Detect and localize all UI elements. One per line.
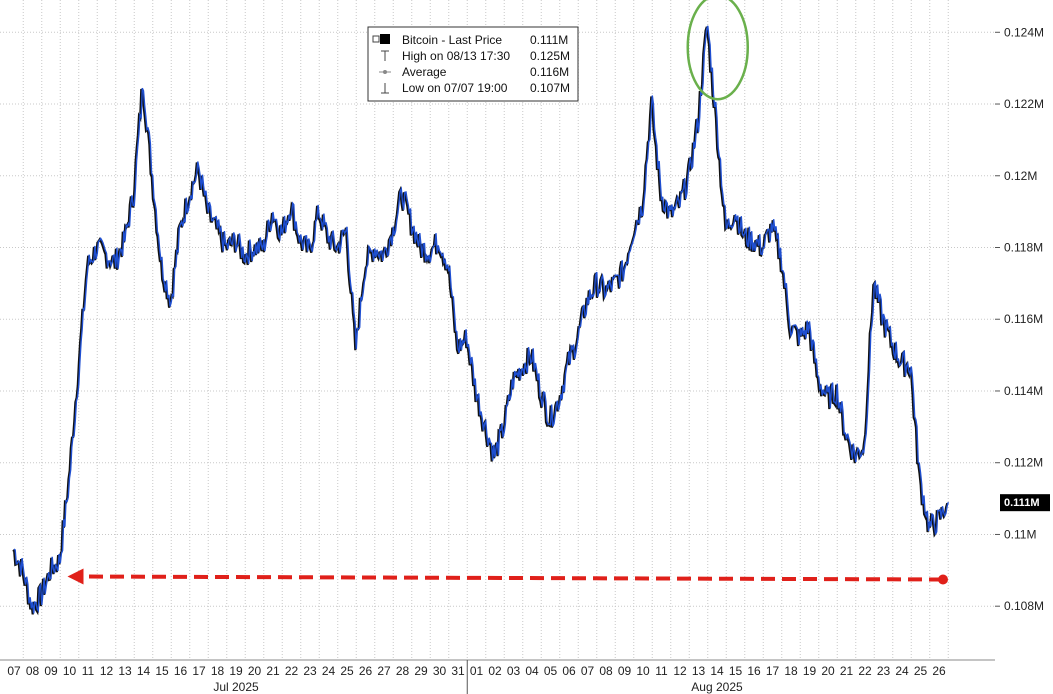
month-label: Jul 2025 <box>213 680 259 694</box>
legend-entry-value: 0.111M <box>530 33 568 47</box>
low-marker-icon <box>381 83 389 94</box>
legend: Bitcoin - Last Price 0.111M High on 08/13 … <box>367 26 579 102</box>
high-marker-icon <box>381 50 389 61</box>
x-tick-label: 27 <box>377 664 391 678</box>
x-tick-label: 23 <box>303 664 317 678</box>
x-tick-label: 12 <box>100 664 114 678</box>
x-tick-label: 16 <box>747 664 761 678</box>
x-tick-label: 29 <box>414 664 428 678</box>
x-tick-label: 06 <box>562 664 576 678</box>
x-tick-label: 08 <box>599 664 613 678</box>
last-price-box <box>1000 494 1050 512</box>
x-tick-label: 13 <box>692 664 706 678</box>
y-tick-label: 0.12M <box>1004 169 1037 183</box>
x-tick-label: 20 <box>248 664 262 678</box>
x-tick-label: 07 <box>581 664 595 678</box>
x-tick-label: 09 <box>44 664 58 678</box>
x-tick-label: 22 <box>285 664 299 678</box>
legend-entry-value: 0.116M <box>530 65 569 79</box>
legend-entry-label: Average <box>402 65 447 79</box>
x-tick-label: 10 <box>636 664 650 678</box>
legend-entry-value: 0.107M <box>530 81 570 95</box>
x-tick-label: 26 <box>932 664 946 678</box>
x-tick-label: 13 <box>118 664 132 678</box>
small-box-icon <box>372 35 380 43</box>
last-price-label: 0.111M <box>1004 497 1039 509</box>
x-tick-label: 15 <box>729 664 743 678</box>
y-tick-label: 0.118M <box>1004 241 1043 255</box>
x-tick-label: 09 <box>618 664 632 678</box>
x-tick-label: 31 <box>451 664 465 678</box>
y-tick-label: 0.112M <box>1004 456 1043 470</box>
price-line-bitcoin <box>13 25 949 614</box>
y-tick-label: 0.122M <box>1004 97 1044 111</box>
x-tick-label: 14 <box>710 664 724 678</box>
support-arrow-head <box>67 568 84 585</box>
x-tick-label: 17 <box>192 664 206 678</box>
y-tick-label: 0.114M <box>1004 384 1043 398</box>
support-arrow-line <box>81 574 944 582</box>
x-tick-label: 26 <box>359 664 373 678</box>
x-tick-label: 25 <box>340 664 354 678</box>
legend-entry-label: Bitcoin - Last Price <box>402 33 502 47</box>
x-tick-label: 19 <box>229 664 243 678</box>
x-tick-label: 03 <box>507 664 521 678</box>
x-tick-label: 28 <box>396 664 410 678</box>
legend-box <box>367 26 579 102</box>
x-tick-label: 23 <box>877 664 891 678</box>
x-tick-label: 21 <box>840 664 854 678</box>
square-icon <box>380 34 390 44</box>
y-tick-label: 0.108M <box>1004 599 1044 613</box>
legend-entry-value: 0.125M <box>530 49 570 63</box>
x-tick-label: 12 <box>673 664 687 678</box>
annotations <box>67 0 948 585</box>
peak-highlight-circle <box>686 0 749 101</box>
x-tick-label: 15 <box>155 664 169 678</box>
x-tick-label: 05 <box>544 664 558 678</box>
x-tick-label: 14 <box>137 664 151 678</box>
y-tick-label: 0.124M <box>1004 25 1044 39</box>
legend-entry-label: High on 08/13 17:30 <box>402 49 510 63</box>
x-tick-label: 18 <box>784 664 798 678</box>
x-tick-label: 08 <box>26 664 40 678</box>
x-tick-label: 16 <box>174 664 188 678</box>
support-arrow-dot <box>938 574 948 585</box>
x-tick-label: 25 <box>914 664 928 678</box>
x-tick-label: 22 <box>858 664 872 678</box>
x-tick-label: 19 <box>803 664 817 678</box>
y-axis: 0.108M 0.11M 0.112M 0.114M 0.116M 0.118M 0.12M… <box>995 25 1050 613</box>
x-tick-label: 21 <box>266 664 280 678</box>
x-tick-label: 11 <box>82 664 95 678</box>
x-tick-label: 20 <box>821 664 835 678</box>
x-tick-label: 30 <box>433 664 447 678</box>
x-tick-label: 04 <box>525 664 539 678</box>
month-label: Aug 2025 <box>691 680 743 694</box>
x-tick-label: 24 <box>895 664 909 678</box>
x-tick-label: 11 <box>655 664 668 678</box>
x-tick-label: 02 <box>488 664 502 678</box>
x-tick-label: 01 <box>470 664 484 678</box>
x-tick-label: 10 <box>63 664 77 678</box>
x-tick-label: 24 <box>322 664 336 678</box>
y-tick-label: 0.11M <box>1004 527 1036 541</box>
x-tick-label: 07 <box>7 664 21 678</box>
legend-entry-label: Low on 07/07 19:00 <box>402 81 508 95</box>
x-axis: 07 08 09 10 11 12 13 14 15 16 17 18 19 20 21 22 23 24 25 26… <box>0 659 995 694</box>
average-dot-icon <box>383 70 387 74</box>
plot-area <box>12 25 949 616</box>
x-tick-label: 17 <box>766 664 780 678</box>
y-tick-label: 0.116M <box>1004 312 1043 326</box>
x-tick-label: 18 <box>211 664 225 678</box>
